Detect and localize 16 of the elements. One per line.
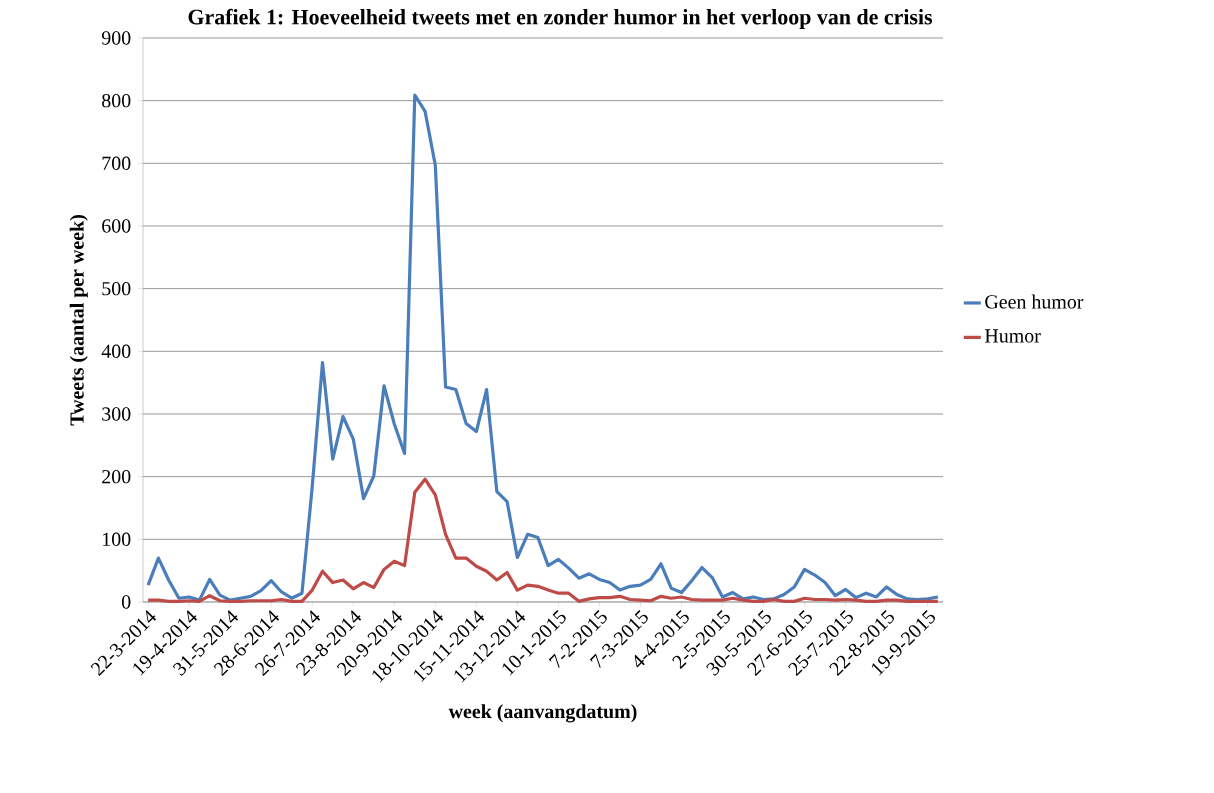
y-tick-label: 800 [102,93,131,108]
y-tick-label: 200 [102,469,131,484]
y-axis-title: Tweets (aantal per week) [69,215,88,426]
y-tick-label: 600 [102,219,131,233]
y-tick-label: 100 [103,532,131,547]
chart-title: Grafiek 1: Hoeveelheid tweets met en zonder humor in het verloop van de crisis [188,8,933,29]
line-series [146,93,940,602]
y-tick-label: 700 [102,156,131,171]
y-tick-label: 0 [121,595,131,609]
y-tick-label: 300 [102,407,131,421]
y-tick-label: 400 [101,344,131,359]
legend-label: Humor [984,329,1041,343]
x-axis-title: week (aanvangdatum) [448,704,637,723]
y-tick-label: 500 [102,281,131,296]
y-tick-label: 900 [101,31,131,45]
legend-label: Geen humor [985,294,1084,309]
